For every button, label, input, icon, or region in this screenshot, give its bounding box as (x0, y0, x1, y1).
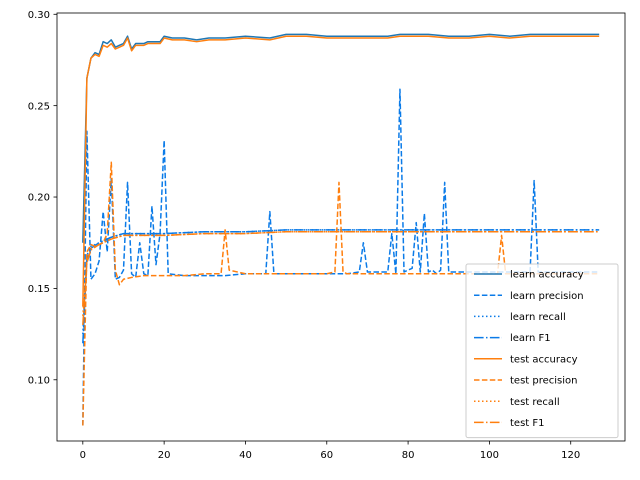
legend-label: test recall (510, 397, 560, 408)
y-tick-label: 0.20 (28, 193, 50, 204)
legend-label: learn recall (510, 312, 566, 323)
x-tick-label: 0 (80, 450, 86, 461)
series-line-test-accuracy (82, 35, 600, 307)
series-line-test-precision (82, 161, 600, 426)
x-tick-label: 100 (480, 450, 499, 461)
y-tick-label: 0.15 (28, 284, 50, 295)
legend-label: learn precision (510, 291, 584, 302)
series-line-learn-accuracy (82, 33, 600, 243)
x-tick-label: 80 (402, 450, 415, 461)
plot-frame (56, 12, 626, 442)
x-tick-label: 60 (320, 450, 333, 461)
y-tick-label: 0.10 (28, 375, 50, 386)
legend-label: test accuracy (510, 354, 578, 365)
legend-label: learn F1 (510, 333, 551, 344)
x-axis: 0 20 40 60 80 100 120 (80, 441, 580, 461)
x-tick-label: 20 (158, 450, 171, 461)
y-axis: 0.10 0.15 0.20 0.25 0.30 (28, 10, 57, 386)
series-layer (82, 33, 600, 426)
y-tick-label: 0.30 (28, 10, 50, 21)
legend: learn accuracy learn precision learn recal… (465, 263, 619, 439)
legend-label: learn accuracy (510, 270, 584, 281)
legend-label: test F1 (510, 418, 545, 429)
x-tick-label: 120 (561, 450, 580, 461)
series-line-learn-F1 (82, 229, 600, 344)
legend-label: test precision (510, 376, 578, 387)
series-line-test-F1 (82, 231, 600, 325)
x-tick-label: 40 (239, 450, 252, 461)
y-tick-label: 0.25 (28, 101, 50, 112)
legend-box (465, 263, 619, 439)
